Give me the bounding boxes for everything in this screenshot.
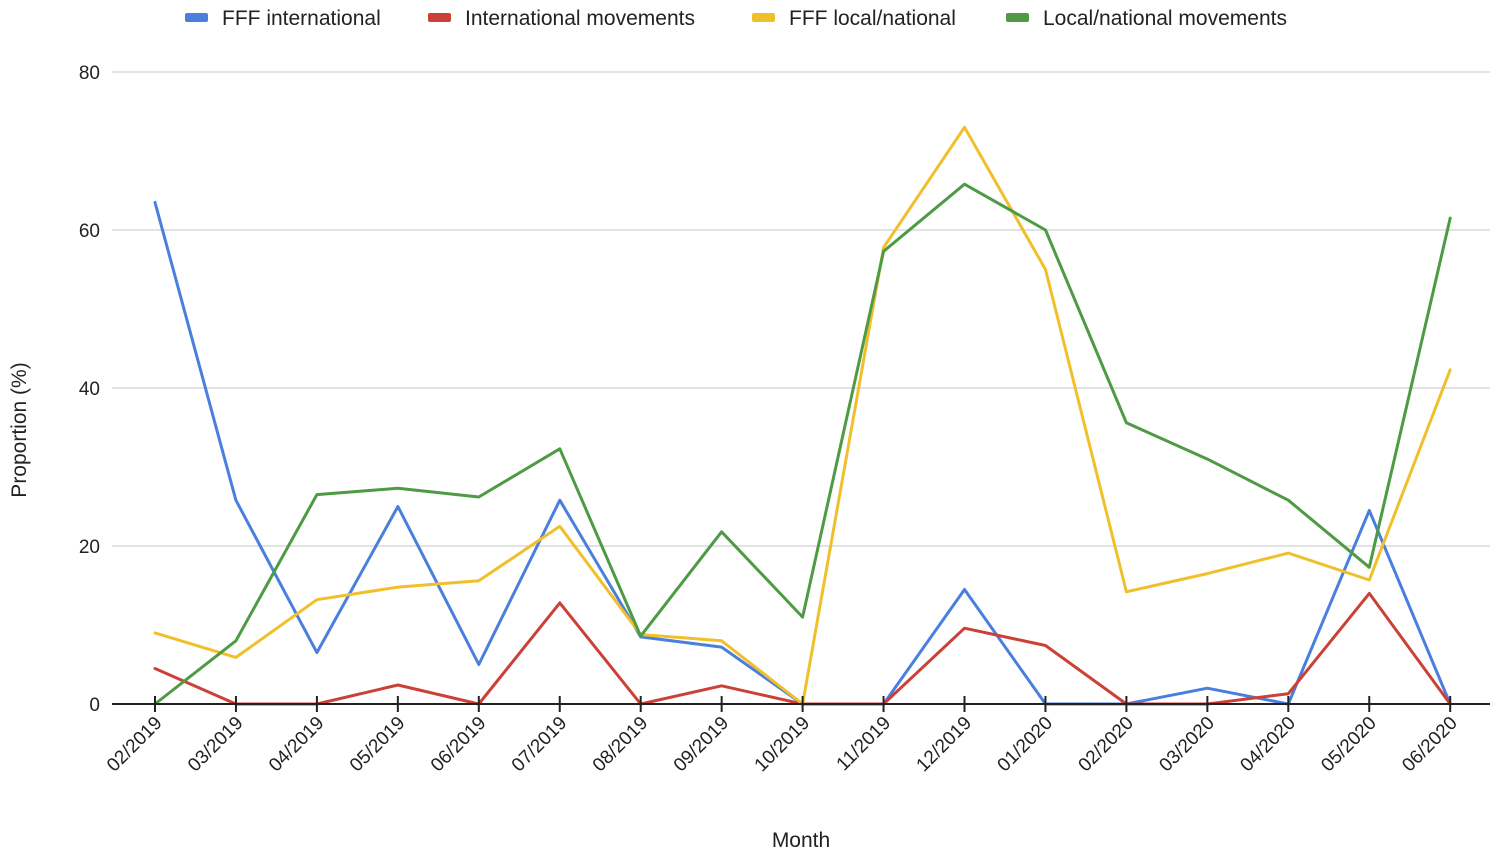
- series-lines: [153, 125, 1452, 706]
- series-line-1: [153, 591, 1452, 706]
- x-tick-label: 04/2019: [265, 713, 328, 776]
- legend-swatch: [1006, 13, 1029, 22]
- x-tick-label: 02/2020: [1075, 713, 1138, 776]
- legend-label: International movements: [465, 7, 695, 30]
- series-line-3: [153, 182, 1452, 706]
- legend-swatch: [185, 13, 208, 22]
- x-tick-label: 02/2019: [103, 713, 166, 776]
- legend-item: FFF international: [185, 7, 381, 30]
- x-tick-label: 06/2019: [427, 713, 490, 776]
- legend-swatch: [752, 13, 775, 22]
- x-tick-label: 03/2020: [1155, 713, 1218, 776]
- x-axis-ticks: 02/2019 03/2019 04/2019 05/2019 06/2019 07/20…: [103, 713, 1462, 776]
- x-tick-label: 05/2020: [1317, 713, 1380, 776]
- x-tick-label: 12/2019: [913, 713, 976, 776]
- x-tick-label: 06/2020: [1398, 713, 1461, 776]
- legend-item: Local/national movements: [1006, 7, 1287, 30]
- y-tick-label: 80: [79, 63, 100, 84]
- y-tick-label: 60: [79, 221, 100, 242]
- x-tick-label: 04/2020: [1236, 713, 1299, 776]
- x-axis: [112, 696, 1490, 712]
- legend-item: International movements: [428, 7, 695, 30]
- x-tick-label: 03/2019: [184, 713, 247, 776]
- y-axis-ticks: 0 20 40 60 80: [79, 63, 100, 716]
- y-tick-label: 0: [89, 695, 100, 716]
- legend-item: FFF local/national: [752, 7, 956, 30]
- series-line-0: [153, 200, 1452, 706]
- legend-swatch: [428, 13, 451, 22]
- x-tick-label: 11/2019: [833, 713, 895, 775]
- y-axis-title: Proportion (%): [8, 362, 31, 497]
- legend-label: FFF local/national: [789, 7, 956, 30]
- x-tick-label: 10/2019: [751, 713, 814, 776]
- x-tick-label: 01/2020: [994, 713, 1057, 776]
- gridlines: [112, 71, 1490, 547]
- x-axis-title: Month: [772, 829, 830, 852]
- x-tick-label: 05/2019: [346, 713, 409, 776]
- x-tick-label: 07/2019: [508, 713, 571, 776]
- legend-label: FFF international: [222, 7, 381, 30]
- x-tick-label: 08/2019: [589, 713, 652, 776]
- legend-label: Local/national movements: [1043, 7, 1287, 30]
- y-tick-label: 20: [79, 537, 100, 558]
- x-tick-label: 09/2019: [670, 713, 733, 776]
- y-tick-label: 40: [79, 379, 100, 400]
- legend: FFF international International movements…: [185, 7, 1287, 30]
